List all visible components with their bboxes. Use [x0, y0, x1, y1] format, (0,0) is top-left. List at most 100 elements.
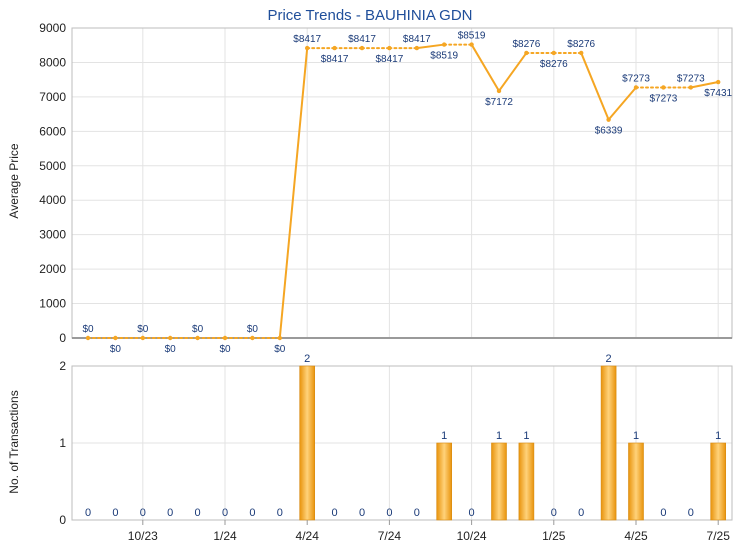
transaction-bar [710, 442, 727, 521]
price-line-segment [607, 86, 637, 121]
price-point [579, 50, 584, 56]
price-data-label: $8519 [458, 31, 486, 42]
price-point [716, 79, 721, 85]
price-y-tick-label: 5000 [39, 159, 66, 173]
price-data-label: $8417 [348, 34, 376, 45]
transaction-count-label: 0 [222, 507, 228, 519]
price-data-label: $0 [247, 324, 259, 335]
price-point [496, 88, 502, 94]
price-data-label: $7172 [485, 97, 513, 108]
x-tick-label: 10/24 [457, 529, 487, 543]
count-plot-frame [71, 365, 733, 521]
price-data-label: $0 [137, 324, 149, 335]
transaction-bars [299, 365, 727, 521]
price-line-segment [470, 43, 500, 92]
price-data-label: $0 [274, 344, 286, 355]
transaction-count-label: 1 [633, 430, 639, 442]
price-data-label: $8417 [403, 34, 431, 45]
transaction-count-label: 0 [140, 507, 146, 519]
count-y-tick-label: 0 [59, 513, 66, 527]
transaction-count-label: 0 [688, 507, 694, 519]
price-point [414, 45, 419, 51]
price-data-label: $8276 [567, 39, 595, 50]
data-labels: 0 0 0 0 0 0 0 0 2 0 0 0 0 1 0 1 1 0 0 2 1 0 0 1 $0 $0 $0 $0 $0 $0 $0 $0… [82, 31, 732, 519]
price-y-tick-label: 3000 [39, 228, 66, 242]
transaction-count-label: 1 [441, 430, 447, 442]
price-y-tick-label: 8000 [39, 55, 66, 69]
price-data-label: $6339 [595, 126, 623, 137]
price-point [633, 85, 639, 90]
transaction-count-label: 0 [195, 507, 201, 519]
price-line-segment [498, 51, 528, 92]
price-point [524, 50, 529, 56]
price-point [661, 85, 666, 90]
price-y-tick-label: 9000 [39, 21, 66, 35]
price-data-label: $0 [192, 324, 204, 335]
price-y-tick-label: 6000 [39, 124, 66, 138]
price-line [85, 42, 721, 341]
price-point [332, 45, 337, 51]
price-data-label: $8276 [512, 39, 540, 50]
price-point [85, 335, 91, 341]
price-point [113, 335, 118, 341]
transaction-count-label: 0 [167, 507, 173, 519]
price-line-segment [415, 43, 446, 50]
price-line-segment [689, 81, 720, 89]
transaction-count-label: 0 [85, 507, 91, 519]
axis-ticks: 0100020003000400050006000700080009000012… [39, 21, 730, 543]
count-y-axis-label: No. of Transactions [7, 390, 21, 493]
price-point [250, 335, 255, 341]
transaction-bar [600, 365, 617, 521]
transaction-bar [299, 365, 316, 521]
price-gridlines [71, 27, 733, 339]
price-y-axis-label: Average Price [7, 143, 21, 218]
x-tick-label: 1/24 [213, 529, 237, 543]
price-data-label: $8417 [293, 34, 321, 45]
transaction-count-label: 0 [332, 507, 338, 519]
price-point [469, 42, 474, 47]
price-point [688, 85, 693, 90]
price-data-label: $0 [82, 324, 94, 335]
transaction-count-label: 0 [277, 507, 283, 519]
price-data-label: $8276 [540, 59, 568, 70]
transaction-count-label: 0 [469, 507, 475, 519]
price-data-label: $8417 [375, 54, 403, 65]
transaction-count-label: 0 [249, 507, 255, 519]
price-point [222, 335, 228, 341]
chart-title: Price Trends - BAUHINIA GDN [267, 7, 472, 24]
price-line-segment [278, 47, 309, 339]
price-y-tick-label: 7000 [39, 90, 66, 104]
price-data-label: $7431 [704, 88, 732, 99]
transaction-count-label: 0 [660, 507, 666, 519]
transaction-count-label: 0 [386, 507, 392, 519]
transaction-bar [628, 442, 644, 521]
x-tick-label: 10/23 [128, 529, 158, 543]
price-data-label: $8519 [430, 51, 458, 62]
price-point [551, 50, 556, 56]
price-point [387, 45, 392, 51]
transaction-bar [436, 442, 453, 521]
count-y-tick-label: 2 [59, 359, 66, 373]
transaction-count-label: 1 [715, 430, 721, 442]
transaction-count-label: 1 [496, 430, 502, 442]
x-tick-label: 1/25 [542, 529, 566, 543]
x-tick-label: 4/25 [624, 529, 648, 543]
price-y-tick-label: 1000 [39, 297, 66, 311]
price-point [277, 335, 282, 341]
transaction-count-label: 0 [414, 507, 420, 519]
price-data-label: $0 [110, 344, 122, 355]
price-data-label: $7273 [677, 73, 705, 84]
x-tick-label: 7/25 [707, 529, 731, 543]
transaction-count-label: 0 [551, 507, 557, 519]
transaction-count-label: 1 [523, 430, 529, 442]
transaction-bar [518, 442, 535, 521]
transaction-count-label: 2 [304, 353, 310, 365]
count-y-tick-label: 1 [59, 436, 66, 450]
price-point [359, 45, 365, 51]
transaction-bar [491, 442, 507, 521]
price-data-label: $7273 [649, 93, 677, 104]
price-point [168, 335, 173, 341]
price-data-label: $0 [219, 344, 231, 355]
price-data-label: $7273 [622, 73, 650, 84]
